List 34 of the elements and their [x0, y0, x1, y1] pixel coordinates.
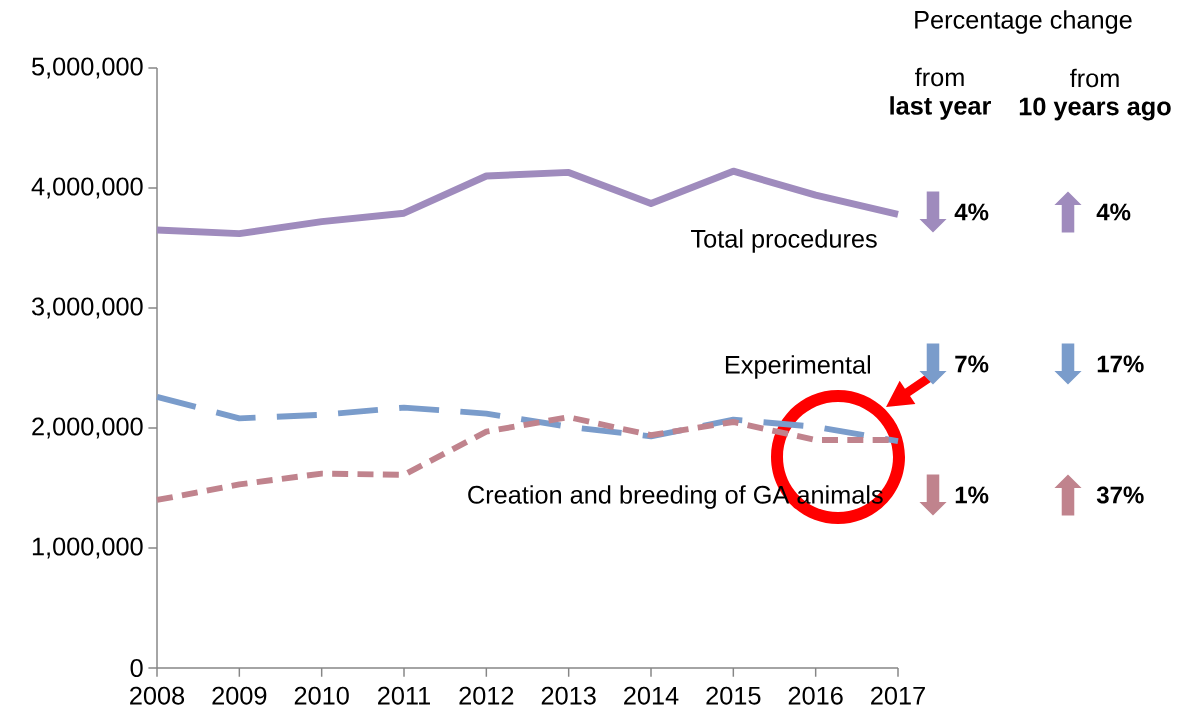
x-tick-label: 2016 [788, 686, 843, 705]
text: 1% [955, 486, 989, 504]
x-tick-label: 2012 [459, 686, 514, 705]
text: 10 years ago [1019, 97, 1171, 121]
text: ⬆ [1054, 474, 1082, 516]
text: from [1070, 68, 1119, 88]
text: 37% [1096, 486, 1144, 504]
series-label: Total procedures [691, 229, 877, 253]
x-tick-label: 2008 [130, 686, 185, 705]
text: ⬆ [1054, 191, 1082, 233]
text: 4% [954, 203, 989, 221]
text: ⬇ [919, 191, 947, 233]
text: 17% [1097, 355, 1144, 373]
x-tick-label: 2017 [871, 686, 925, 705]
y-tick-label: 5,000,000 [31, 57, 143, 79]
text: ⬇ [919, 474, 947, 516]
text: 4% [1096, 203, 1131, 221]
x-tick-label: 2015 [706, 686, 761, 705]
text: Percentage change [915, 10, 1132, 34]
series-label: Experimental [725, 355, 871, 379]
y-tick-label: 4,000,000 [31, 177, 143, 199]
x-tick-label: 2011 [378, 686, 430, 705]
y-tick-label: 3,000,000 [31, 297, 143, 319]
text: 7% [955, 355, 989, 373]
x-tick-label: 2014 [624, 686, 679, 705]
y-tick-label: 1,000,000 [32, 537, 143, 559]
text: from [915, 67, 964, 87]
x-tick-label: 2010 [294, 686, 349, 705]
x-tick-label: 2009 [212, 686, 267, 705]
text: ⬇ [1054, 343, 1082, 385]
y-tick-label: 0 [130, 659, 143, 677]
x-tick-label: 2013 [541, 686, 596, 705]
y-tick-label: 2,000,000 [32, 417, 143, 439]
annotation: last year [890, 96, 991, 120]
